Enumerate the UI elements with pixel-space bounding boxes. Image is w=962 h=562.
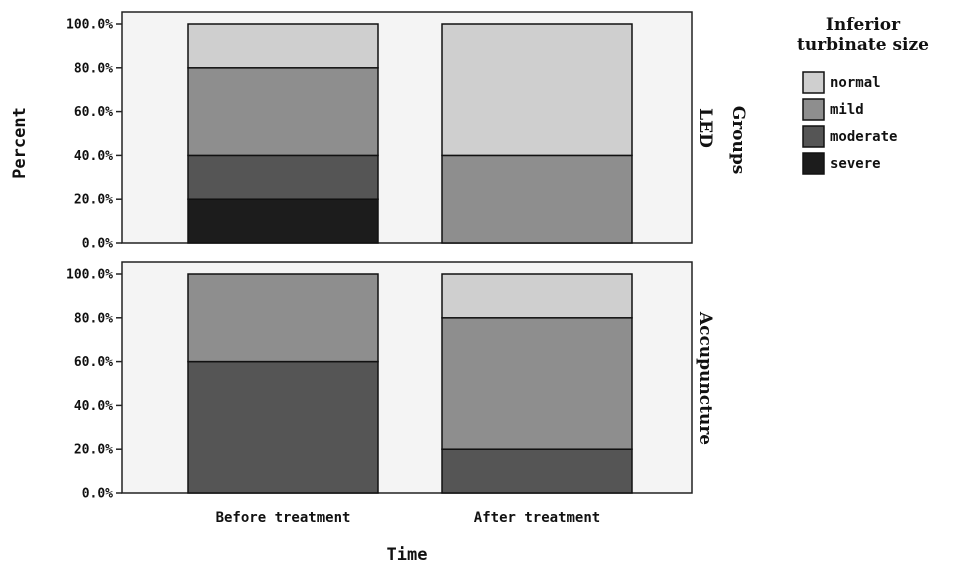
legend-label-moderate: moderate: [830, 129, 897, 145]
bar-segment-mild: [187, 67, 379, 157]
panel-label: LED: [695, 108, 715, 148]
y-tick-label: 20.0%: [74, 443, 113, 458]
bar-segment-normal: [441, 23, 633, 157]
legend-swatch-normal: [802, 71, 825, 94]
y-tick-label: 40.0%: [74, 149, 113, 164]
chart-panels: 0.0% 20.0% 40.0% 60.0% 80.0% 100.0% LED 0.0% 20.…: [66, 11, 715, 526]
bar-segment-severe: [187, 198, 379, 244]
y-axis-title: Percent: [10, 107, 30, 179]
bar-segment-moderate: [187, 154, 379, 200]
bar-segment-moderate: [187, 360, 379, 494]
facet-title: Groups: [728, 106, 748, 175]
y-tick-label: 40.0%: [74, 399, 113, 414]
legend-title: Inferior: [826, 15, 901, 35]
y-tick-label: 100.0%: [66, 268, 113, 283]
bar-segment-mild: [441, 317, 633, 450]
bar-segment-mild: [187, 273, 379, 363]
y-tick-label: 80.0%: [74, 311, 113, 326]
legend-label-normal: normal: [830, 75, 881, 91]
y-tick-label: 80.0%: [74, 61, 113, 76]
panel-accupuncture: 0.0% 20.0% 40.0% 60.0% 80.0% 100.0% Accupunctu…: [66, 261, 715, 502]
panel-label: Accupuncture: [695, 311, 715, 445]
legend-label-severe: severe: [830, 156, 881, 172]
bar-segment-mild: [441, 154, 633, 244]
y-tick-label: 100.0%: [66, 18, 113, 33]
legend-title: turbinate size: [797, 35, 929, 55]
y-tick-label: 20.0%: [74, 193, 113, 208]
y-tick-label: 60.0%: [74, 355, 113, 370]
legend-label-mild: mild: [830, 102, 864, 118]
x-tick-label: Before treatment: [216, 510, 351, 526]
y-tick-label: 0.0%: [82, 237, 113, 252]
legend-swatch-moderate: [802, 125, 825, 148]
x-tick-label: After treatment: [474, 510, 600, 526]
bar-segment-normal: [441, 273, 633, 319]
bar-segment-moderate: [441, 448, 633, 494]
legend-swatch-severe: [802, 152, 825, 175]
legend-swatch-mild: [802, 98, 825, 121]
x-axis-title: Time: [387, 545, 428, 562]
bar-segment-normal: [187, 23, 379, 69]
y-tick-label: 60.0%: [74, 105, 113, 120]
y-tick-label: 0.0%: [82, 487, 113, 502]
panel-led: 0.0% 20.0% 40.0% 60.0% 80.0% 100.0% LED: [66, 11, 715, 252]
